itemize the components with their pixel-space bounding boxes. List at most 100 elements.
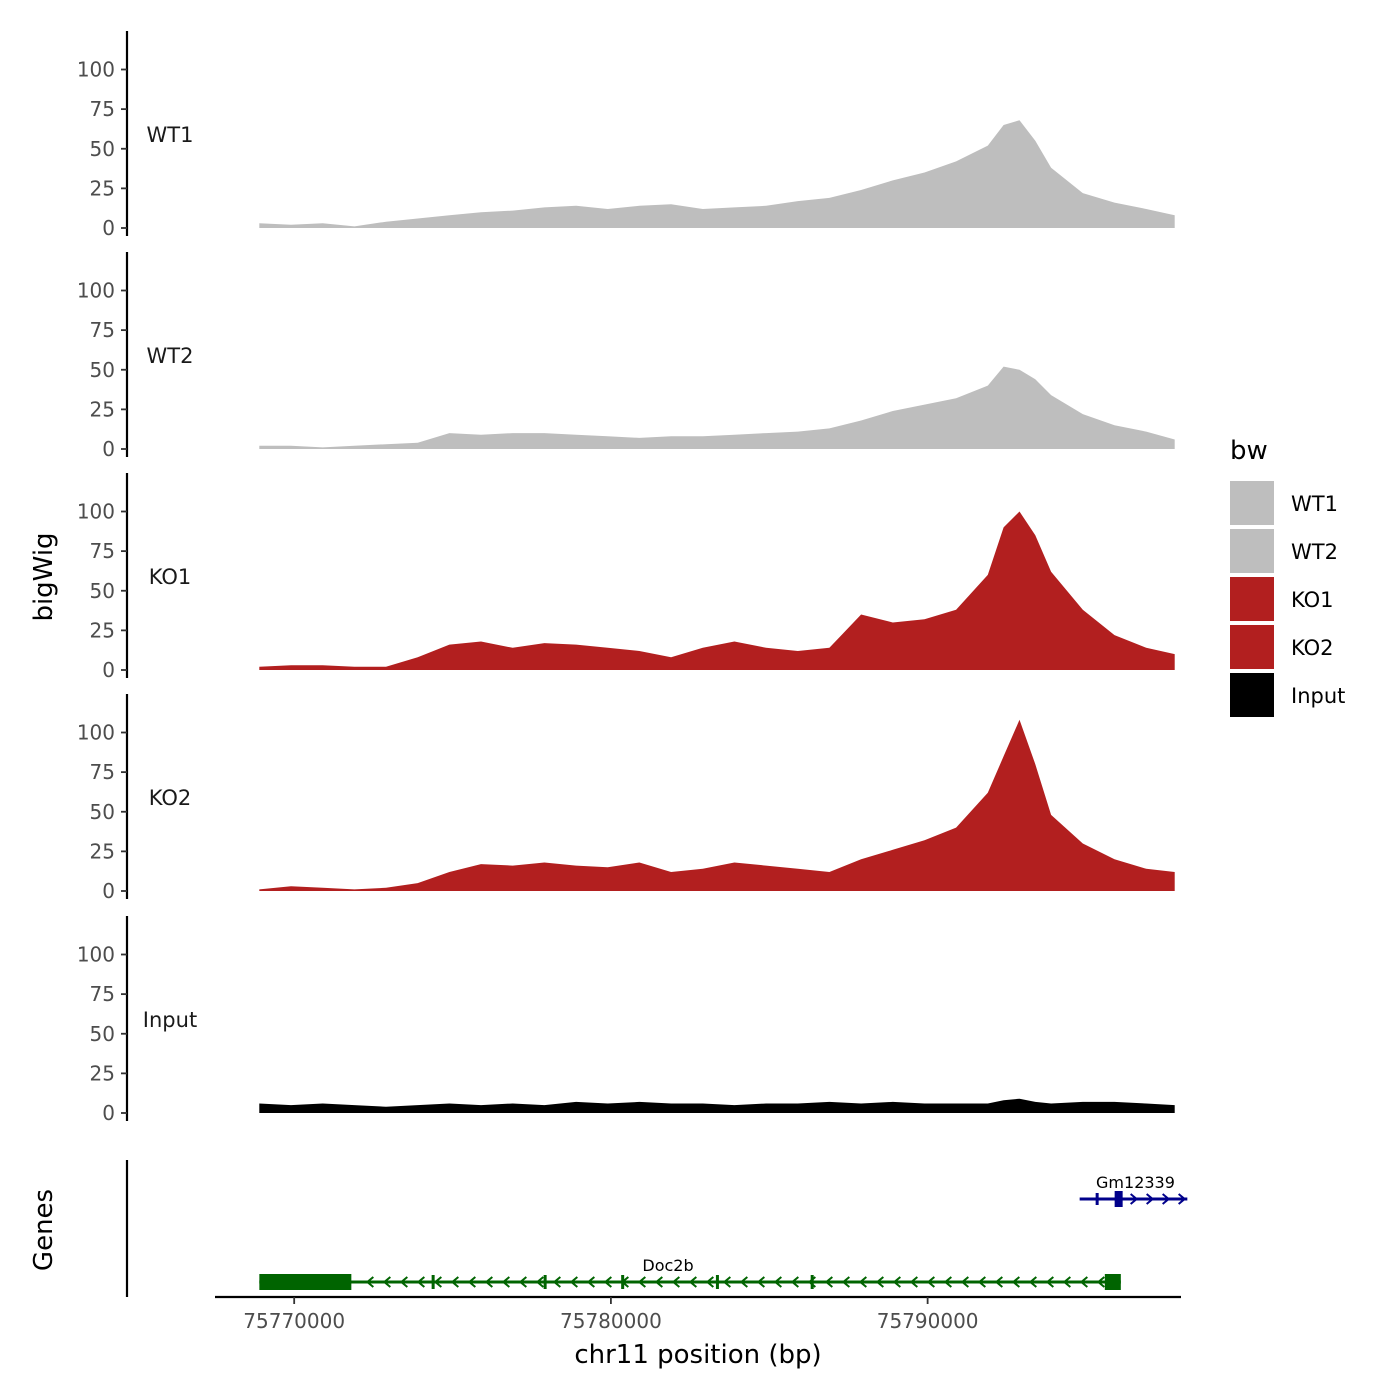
legend-label: WT1 xyxy=(1291,492,1338,516)
strand-arrow xyxy=(994,1276,1003,1288)
y-tick-label: 0 xyxy=(102,437,115,461)
y-tick-label: 50 xyxy=(90,137,115,161)
strand-arrow xyxy=(1011,1276,1020,1288)
strand-arrow xyxy=(399,1276,408,1288)
strand-arrow xyxy=(365,1276,374,1288)
strand-arrow xyxy=(1062,1276,1071,1288)
track-panel-input: 0 25 50 75 100 Input xyxy=(77,916,1175,1125)
track-label: WT2 xyxy=(147,344,194,368)
area-series-ko1 xyxy=(259,511,1175,670)
legend-item-ko1: KO1 xyxy=(1230,577,1334,621)
legend-swatch xyxy=(1230,673,1274,717)
gene-exon xyxy=(431,1275,435,1289)
area-series-input xyxy=(259,1098,1175,1113)
y-tick-label: 100 xyxy=(77,500,115,524)
strand-arrow xyxy=(654,1276,663,1288)
strand-arrow xyxy=(960,1276,969,1288)
strand-arrow xyxy=(484,1276,493,1288)
strand-arrow xyxy=(1178,1193,1187,1205)
y-axis-title: bigWig xyxy=(29,532,59,621)
legend-swatch xyxy=(1230,625,1274,669)
strand-arrow xyxy=(790,1276,799,1288)
legend-swatch xyxy=(1230,577,1274,621)
strand-arrow xyxy=(739,1276,748,1288)
gene-exon xyxy=(1104,1274,1121,1290)
gene-doc2b: Doc2b xyxy=(259,1256,1121,1290)
legend-label: KO1 xyxy=(1291,588,1334,612)
strand-arrow xyxy=(977,1276,986,1288)
gene-exon xyxy=(1114,1191,1123,1207)
x-axis-title: chr11 position (bp) xyxy=(574,1340,821,1370)
area-series-wt2 xyxy=(259,366,1175,449)
legend-item-input: Input xyxy=(1230,673,1345,717)
gene-exon xyxy=(259,1274,352,1290)
legend-item-wt1: WT1 xyxy=(1230,481,1338,525)
strand-arrow xyxy=(603,1276,612,1288)
track-label: KO2 xyxy=(149,786,192,810)
strand-arrow xyxy=(569,1276,578,1288)
track-panel-wt2: 0 25 50 75 100 WT2 xyxy=(77,252,1175,461)
y-tick-label: 25 xyxy=(90,1061,115,1085)
y-tick-label: 75 xyxy=(90,97,115,121)
legend-label: Input xyxy=(1291,684,1345,708)
strand-arrow xyxy=(586,1276,595,1288)
track-label: KO1 xyxy=(149,565,192,589)
strand-arrow xyxy=(552,1276,561,1288)
gene-label: Doc2b xyxy=(642,1256,693,1275)
y-tick-label: 50 xyxy=(90,358,115,382)
x-tick-label: 75790000 xyxy=(877,1309,979,1333)
y-tick-label: 50 xyxy=(90,579,115,603)
y-tick-label: 0 xyxy=(102,216,115,240)
strand-arrow xyxy=(875,1276,884,1288)
y-tick-label: 25 xyxy=(90,839,115,863)
legend-swatch xyxy=(1230,529,1274,573)
y-tick-label: 0 xyxy=(102,1101,115,1125)
y-tick-label: 100 xyxy=(77,279,115,303)
gene-exon xyxy=(543,1275,547,1289)
strand-arrow xyxy=(1130,1193,1139,1205)
genes-axis-title: Genes xyxy=(29,1189,59,1271)
y-tick-label: 0 xyxy=(102,658,115,682)
gene-label: Gm12339 xyxy=(1096,1173,1175,1192)
y-tick-label: 75 xyxy=(90,760,115,784)
y-tick-label: 100 xyxy=(77,58,115,82)
strand-arrow xyxy=(824,1276,833,1288)
track-label: WT1 xyxy=(147,123,194,147)
strand-arrow xyxy=(705,1276,714,1288)
strand-arrow xyxy=(756,1276,765,1288)
y-tick-label: 25 xyxy=(90,618,115,642)
y-tick-label: 100 xyxy=(77,943,115,967)
legend-label: KO2 xyxy=(1291,636,1334,660)
y-tick-label: 0 xyxy=(102,879,115,903)
strand-arrow xyxy=(416,1276,425,1288)
strand-arrow xyxy=(773,1276,782,1288)
strand-arrow xyxy=(722,1276,731,1288)
track-panel-wt1: 0 25 50 75 100 WT1 xyxy=(77,31,1175,240)
y-tick-label: 100 xyxy=(77,721,115,745)
strand-arrow xyxy=(501,1276,510,1288)
gene-exon xyxy=(715,1275,719,1289)
track-label: Input xyxy=(143,1008,197,1032)
x-tick-label: 75780000 xyxy=(560,1309,662,1333)
strand-arrow xyxy=(382,1276,391,1288)
genes-panel: Gm12339 Doc2b xyxy=(125,1160,1188,1297)
y-tick-label: 75 xyxy=(90,539,115,563)
gene-gm12339: Gm12339 xyxy=(1079,1173,1188,1207)
strand-arrow xyxy=(467,1276,476,1288)
strand-arrow xyxy=(1162,1193,1171,1205)
track-panel-ko2: 0 25 50 75 100 KO2 xyxy=(77,694,1175,903)
strand-arrow xyxy=(450,1276,459,1288)
strand-arrow xyxy=(858,1276,867,1288)
strand-arrow xyxy=(433,1276,442,1288)
x-tick-label: 75770000 xyxy=(243,1309,345,1333)
y-tick-label: 50 xyxy=(90,800,115,824)
strand-arrow xyxy=(926,1276,935,1288)
strand-arrow xyxy=(671,1276,680,1288)
strand-arrow xyxy=(943,1276,952,1288)
gene-exon xyxy=(345,1275,349,1289)
legend-label: WT2 xyxy=(1291,540,1338,564)
strand-arrow xyxy=(892,1276,901,1288)
track-panel-ko1: 0 25 50 75 100 KO1 xyxy=(77,473,1175,682)
legend-item-ko2: KO2 xyxy=(1230,625,1334,669)
